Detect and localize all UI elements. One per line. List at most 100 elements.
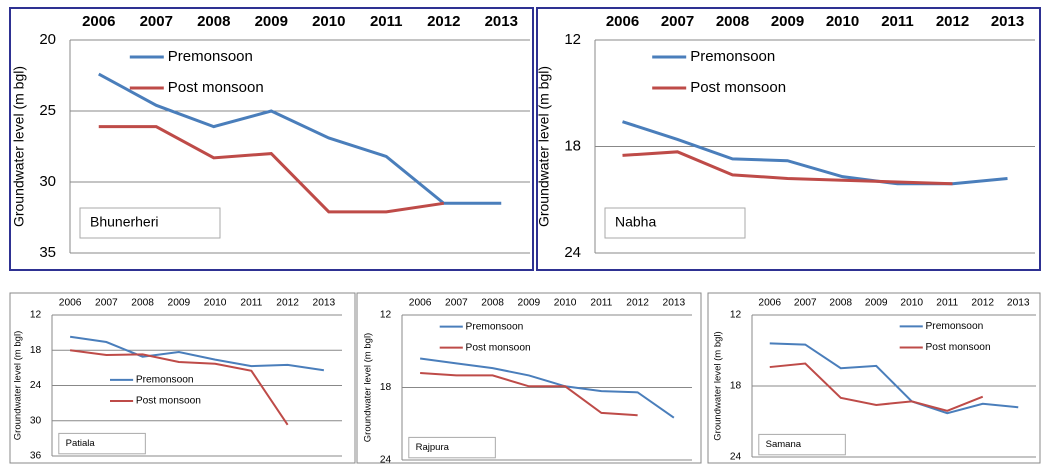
legend-label: Post monsoon [690, 79, 786, 96]
series-line [69, 349, 289, 426]
y-tick-label: 24 [730, 452, 742, 463]
chart-panel: 12 18 24 30 36 2006 2007 2008 2009 2010 2011 2012 20… [9, 292, 356, 464]
x-tick-label: 2012 [626, 297, 649, 308]
x-tick-label: 2007 [445, 297, 468, 308]
y-tick-label: 18 [30, 345, 42, 356]
chart-panel: 12 18 24 2006 2007 2008 2009 2010 2011 2012 2013 Gr… [536, 7, 1041, 271]
x-tick-label: 2011 [590, 297, 612, 308]
series-line [769, 362, 984, 412]
x-tick-label: 2006 [606, 13, 639, 30]
chart-panel: 12 18 24 2006 2007 2008 2009 2010 2011 2012 2013 Gr… [707, 292, 1041, 464]
x-tick-label: 2011 [240, 297, 262, 308]
x-tick-label: 2006 [409, 297, 432, 308]
annotation-box [58, 432, 146, 455]
x-tick-label: 2013 [991, 13, 1024, 30]
x-tick-label: 2013 [485, 13, 518, 30]
x-tick-label: 2009 [255, 13, 288, 30]
y-axis-title: Groundwater level (m bgl) [13, 331, 24, 440]
x-tick-label: 2013 [663, 297, 686, 308]
y-tick-label: 12 [380, 310, 392, 321]
y-tick-label: 24 [30, 380, 42, 391]
chart-panel: 20 25 30 35 2006 2007 2008 2009 2010 2011 2012 2013… [9, 7, 534, 271]
legend-label: Premonsoon [926, 321, 984, 332]
series-line [420, 372, 638, 417]
x-tick-label: 2012 [936, 13, 969, 30]
legend-label: Post monsoon [926, 342, 991, 353]
y-tick-label: 30 [39, 173, 56, 190]
y-tick-label: 18 [380, 382, 392, 393]
x-tick-label: 2009 [518, 297, 541, 308]
y-tick-label: 12 [30, 310, 42, 321]
series-line [98, 72, 502, 205]
x-tick-label: 2013 [1007, 297, 1030, 308]
panel-frame [707, 292, 1041, 464]
y-axis-title: Groundwater level (m bgl) [363, 333, 374, 442]
y-tick-label: 20 [39, 31, 56, 48]
x-tick-label: 2007 [95, 297, 118, 308]
x-tick-label: 2007 [140, 13, 173, 30]
annotation: Patiala [66, 438, 96, 449]
series-line [419, 357, 675, 419]
annotation-box [604, 207, 746, 239]
annotation: Bhunerheri [90, 214, 159, 230]
y-tick-label: 36 [30, 451, 42, 462]
annotation-box [758, 433, 846, 456]
x-tick-label: 2011 [881, 13, 914, 30]
x-tick-label: 2011 [370, 13, 403, 30]
x-tick-label: 2007 [661, 13, 694, 30]
x-tick-label: 2006 [82, 13, 115, 30]
legend-label: Post monsoon [168, 79, 264, 96]
series-line [769, 342, 1019, 415]
y-tick-label: 18 [730, 381, 742, 392]
annotation: Samana [766, 439, 802, 450]
x-tick-label: 2008 [131, 297, 154, 308]
legend-label: Premonsoon [690, 48, 775, 65]
legend-label: Post monsoon [136, 396, 201, 407]
y-tick-label: 12 [564, 31, 581, 48]
legend-label: Post monsoon [466, 342, 531, 353]
series-line [622, 150, 953, 186]
x-tick-label: 2012 [427, 13, 460, 30]
y-tick-label: 25 [39, 102, 56, 119]
x-tick-label: 2013 [313, 297, 336, 308]
x-tick-label: 2012 [971, 297, 994, 308]
y-tick-label: 18 [564, 137, 581, 154]
y-axis-title: Groundwater level (m bgl) [713, 331, 724, 440]
y-tick-label: 24 [564, 244, 581, 261]
y-axis-title: Groundwater level (m bgl) [536, 66, 552, 227]
x-tick-label: 2010 [826, 13, 859, 30]
x-tick-label: 2008 [829, 297, 852, 308]
x-tick-label: 2010 [900, 297, 923, 308]
annotation: Nabha [615, 214, 656, 230]
x-tick-label: 2007 [794, 297, 817, 308]
y-tick-label: 12 [730, 310, 742, 321]
series-line [69, 335, 325, 372]
y-tick-label: 35 [39, 244, 56, 261]
chart-panel: 12 18 24 2006 2007 2008 2009 2010 2011 2012 2013 Gr… [356, 292, 702, 466]
x-tick-label: 2009 [865, 297, 888, 308]
x-tick-label: 2009 [771, 13, 804, 30]
legend-label: Premonsoon [168, 48, 253, 65]
annotation-box [79, 207, 221, 239]
legend-label: Premonsoon [466, 321, 524, 332]
x-tick-label: 2010 [204, 297, 227, 308]
annotation-box [408, 436, 496, 459]
y-tick-label: 30 [30, 415, 42, 426]
x-tick-label: 2010 [312, 13, 345, 30]
x-tick-label: 2006 [59, 297, 82, 308]
x-tick-label: 2008 [197, 13, 230, 30]
x-tick-label: 2008 [716, 13, 749, 30]
x-tick-label: 2010 [554, 297, 577, 308]
y-axis-title: Groundwater level (m bgl) [11, 66, 27, 227]
x-tick-label: 2006 [758, 297, 781, 308]
x-tick-label: 2009 [168, 297, 191, 308]
panel-frame [356, 292, 702, 464]
x-tick-label: 2012 [276, 297, 299, 308]
legend-label: Premonsoon [136, 375, 194, 386]
x-tick-label: 2011 [936, 297, 958, 308]
x-tick-label: 2008 [481, 297, 504, 308]
y-tick-label: 24 [380, 455, 392, 466]
annotation: Rajpura [416, 442, 450, 453]
